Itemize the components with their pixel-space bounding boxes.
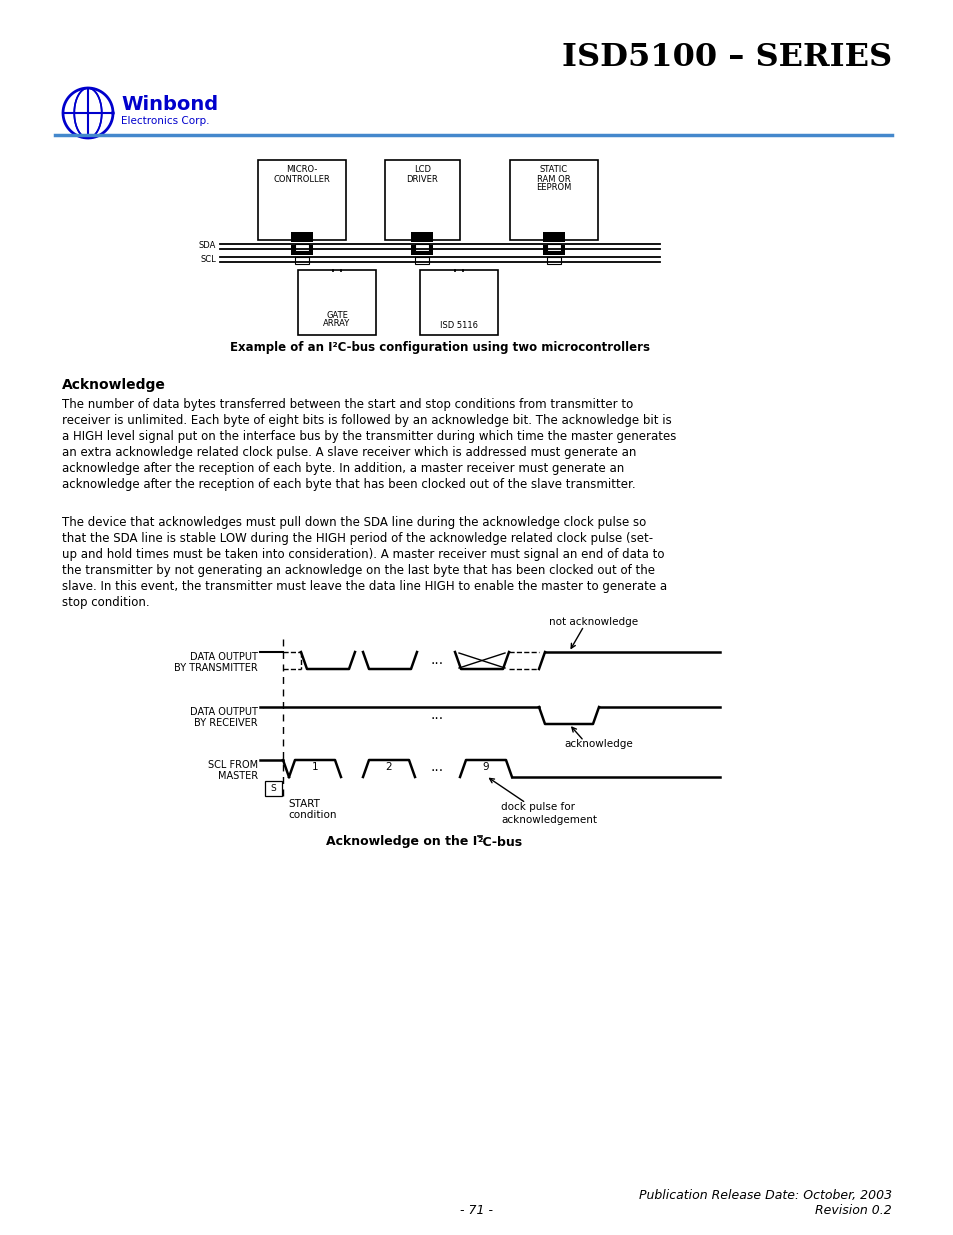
Text: S: S	[271, 784, 276, 793]
Text: Example of an I²C-bus configuration using two microcontrollers: Example of an I²C-bus configuration usin…	[230, 342, 649, 354]
Text: DATA OUTPUT: DATA OUTPUT	[190, 652, 257, 662]
Text: START: START	[288, 799, 319, 809]
Bar	[419, 270, 497, 335]
Text: STATIC: STATIC	[539, 165, 567, 174]
Bar	[294, 245, 309, 251]
Text: acknowledgement: acknowledgement	[500, 815, 597, 825]
Text: - 71 -: - 71 -	[460, 1203, 493, 1216]
Text: CONTROLLER: CONTROLLER	[274, 174, 330, 184]
Text: Acknowledge: Acknowledge	[62, 378, 166, 391]
Text: RAM OR: RAM OR	[537, 174, 570, 184]
Text: SDA: SDA	[198, 242, 215, 251]
Text: LCD: LCD	[414, 165, 431, 174]
Text: Acknowledge on the I: Acknowledge on the I	[325, 836, 476, 848]
Bar	[416, 257, 429, 264]
Text: ...: ...	[430, 708, 443, 722]
Text: SCL FROM: SCL FROM	[208, 760, 257, 769]
Text: EEPROM: EEPROM	[536, 184, 571, 193]
Text: 1: 1	[312, 762, 318, 772]
Text: The number of data bytes transferred between the start and stop conditions from : The number of data bytes transferred bet…	[62, 398, 633, 411]
Text: ...: ...	[430, 653, 443, 667]
Text: BY TRANSMITTER: BY TRANSMITTER	[174, 663, 257, 673]
Text: MASTER: MASTER	[217, 771, 257, 781]
Text: dock pulse for: dock pulse for	[500, 802, 575, 811]
Text: ²C-bus: ²C-bus	[476, 836, 521, 848]
Text: not acknowledge: not acknowledge	[548, 618, 638, 627]
Bar	[546, 257, 560, 264]
Text: 2: 2	[385, 762, 392, 772]
Text: The device that acknowledges must pull down the SDA line during the acknowledge : The device that acknowledges must pull d…	[62, 516, 645, 529]
Text: acknowledge after the reception of each byte that has been clocked out of the sl: acknowledge after the reception of each …	[62, 478, 635, 492]
Bar	[411, 245, 433, 254]
Bar	[542, 245, 564, 254]
Text: Winbond: Winbond	[121, 95, 218, 114]
Bar	[294, 257, 309, 264]
Text: acknowledge after the reception of each byte. In addition, a master receiver mus: acknowledge after the reception of each …	[62, 462, 623, 475]
Bar	[416, 245, 429, 251]
Bar	[265, 781, 282, 797]
Bar	[257, 161, 346, 240]
Text: slave. In this event, the transmitter must leave the data line HIGH to enable th: slave. In this event, the transmitter mu…	[62, 580, 666, 593]
Text: stop condition.: stop condition.	[62, 597, 150, 609]
Bar	[411, 232, 433, 242]
Text: up and hold times must be taken into consideration). A master receiver must sign: up and hold times must be taken into con…	[62, 548, 664, 561]
Text: ...: ...	[430, 760, 443, 774]
Bar	[542, 232, 564, 242]
Text: that the SDA line is stable LOW during the HIGH period of the acknowledge relate: that the SDA line is stable LOW during t…	[62, 532, 653, 545]
Text: a HIGH level signal put on the interface bus by the transmitter during which tim: a HIGH level signal put on the interface…	[62, 430, 676, 443]
Text: BY RECEIVER: BY RECEIVER	[194, 718, 257, 727]
Text: ISD 5116: ISD 5116	[439, 321, 477, 330]
Text: DATA OUTPUT: DATA OUTPUT	[190, 706, 257, 718]
Text: acknowledge: acknowledge	[563, 739, 632, 748]
Text: ISD5100 – SERIES: ISD5100 – SERIES	[561, 42, 891, 74]
Text: GATE: GATE	[326, 310, 348, 320]
Text: condition: condition	[288, 810, 336, 820]
Text: Revision 0.2: Revision 0.2	[815, 1204, 891, 1218]
Bar	[291, 232, 313, 242]
Bar	[291, 245, 313, 254]
Text: DRIVER: DRIVER	[406, 174, 438, 184]
Text: receiver is unlimited. Each byte of eight bits is followed by an acknowledge bit: receiver is unlimited. Each byte of eigh…	[62, 414, 671, 427]
Text: Electronics Corp.: Electronics Corp.	[121, 116, 210, 126]
Text: MICRO-: MICRO-	[286, 165, 317, 174]
Text: ARRAY: ARRAY	[323, 320, 351, 329]
Text: Publication Release Date: October, 2003: Publication Release Date: October, 2003	[639, 1189, 891, 1203]
Text: 9: 9	[482, 762, 489, 772]
Text: the transmitter by not generating an acknowledge on the last byte that has been : the transmitter by not generating an ack…	[62, 564, 655, 577]
Bar	[510, 161, 598, 240]
Bar	[546, 245, 560, 251]
Bar	[297, 270, 375, 335]
Text: SCL: SCL	[200, 254, 215, 263]
Text: an extra acknowledge related clock pulse. A slave receiver which is addressed mu: an extra acknowledge related clock pulse…	[62, 446, 636, 459]
Bar	[385, 161, 459, 240]
